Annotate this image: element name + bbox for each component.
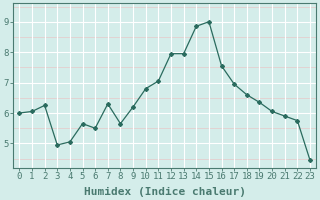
X-axis label: Humidex (Indice chaleur): Humidex (Indice chaleur) — [84, 186, 246, 197]
